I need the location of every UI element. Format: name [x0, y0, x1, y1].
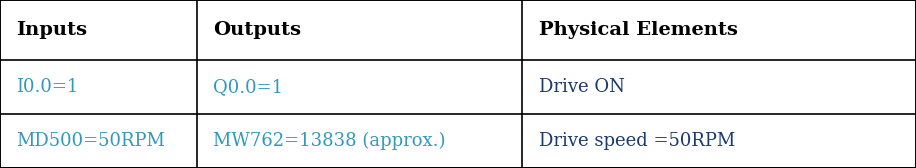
Text: Q0.0=1: Q0.0=1 [213, 78, 284, 96]
Text: Inputs: Inputs [16, 21, 88, 39]
Text: I0.0=1: I0.0=1 [16, 78, 79, 96]
Text: Outputs: Outputs [213, 21, 301, 39]
Text: MD500=50RPM: MD500=50RPM [16, 132, 166, 150]
Text: Physical Elements: Physical Elements [539, 21, 737, 39]
Text: MW762=13838 (approx.): MW762=13838 (approx.) [213, 132, 446, 150]
Text: Drive ON: Drive ON [539, 78, 625, 96]
Text: Drive speed =50RPM: Drive speed =50RPM [539, 132, 735, 150]
